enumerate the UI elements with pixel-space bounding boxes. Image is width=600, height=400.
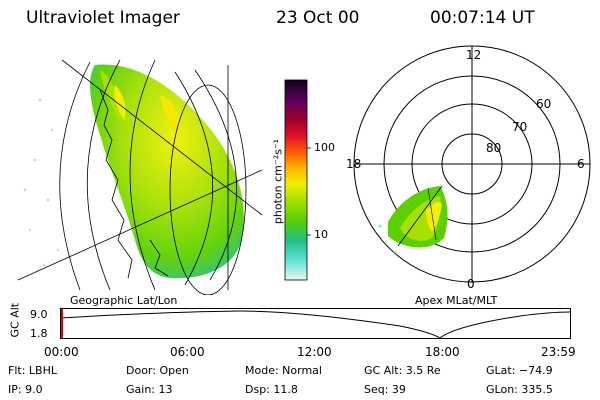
gc-alt-info: GC Alt: 3.5 Re — [364, 364, 441, 377]
apex-panel-label: Apex MLat/MLT — [415, 294, 498, 307]
colorbar — [284, 79, 311, 281]
gain-info: Gain: 13 — [126, 383, 173, 396]
timeline-xtick-2359: 23:59 — [541, 345, 576, 359]
timeline-xtick-1200: 12:00 — [297, 345, 332, 359]
colorbar-tick-100: 100 — [314, 141, 335, 154]
orbit-timeline — [60, 308, 571, 339]
colorbar-tick-10: 10 — [314, 228, 328, 241]
timeline-xtick-0600: 06:00 — [170, 345, 205, 359]
instrument-title: Ultraviolet Imager — [26, 8, 180, 28]
apex-polar-plot — [353, 45, 591, 283]
time-label: 00:07:14 UT — [430, 8, 535, 28]
mlt-label-18: 18 — [346, 157, 362, 171]
timeline-ytick-high: 9.0 — [30, 308, 48, 321]
geographic-image — [17, 59, 263, 295]
mode-info: Mode: Normal — [245, 364, 322, 377]
colorbar-unit-label: photon cm⁻²s⁻¹ — [271, 138, 285, 225]
mlat-label-80: 80 — [486, 141, 502, 155]
timeline-ytick-low: 1.8 — [30, 327, 48, 340]
date-label: 23 Oct 00 — [276, 8, 360, 28]
glon-info: GLon: 335.5 — [486, 383, 553, 396]
door-info: Door: Open — [126, 364, 189, 377]
noise-speckle — [23, 98, 72, 267]
timeline-xtick-1800: 18:00 — [425, 345, 460, 359]
glat-info: GLat: −74.9 — [486, 364, 553, 377]
timeline-axis-label: GC Alt — [8, 302, 22, 338]
mlat-label-70: 70 — [512, 120, 528, 134]
mlat-label-60: 60 — [536, 97, 552, 111]
mlt-label-6: 6 — [577, 157, 585, 171]
dsp-info: Dsp: 11.8 — [245, 383, 298, 396]
ip-info: IP: 9.0 — [8, 383, 43, 396]
filter-info: Flt: LBHL — [8, 364, 57, 377]
seq-info: Seq: 39 — [364, 383, 406, 396]
mlt-label-12: 12 — [466, 48, 482, 62]
mlt-label-0: 0 — [467, 277, 475, 291]
geographic-panel-label: Geographic Lat/Lon — [70, 294, 178, 307]
timeline-xtick-0000: 00:00 — [44, 345, 79, 359]
